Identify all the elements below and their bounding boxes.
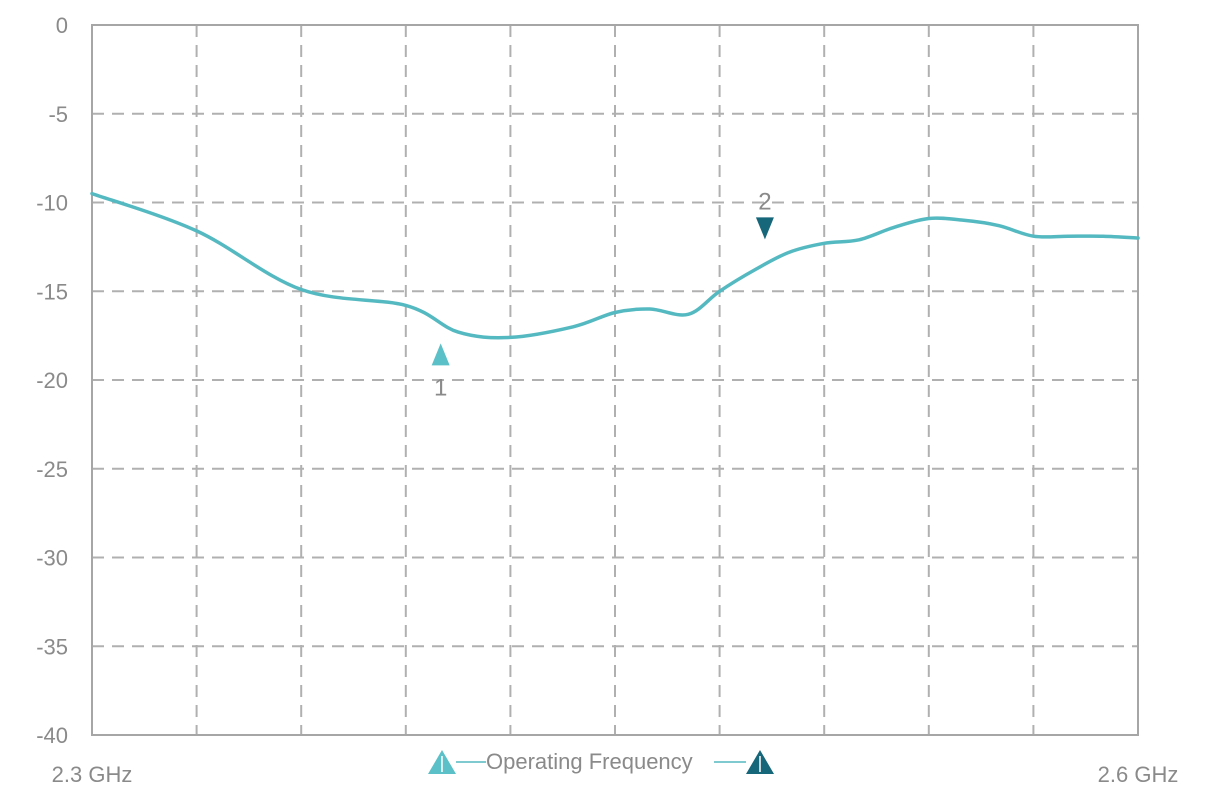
- series-group: [90, 191, 1140, 340]
- x-end-label: 2.6 GHz: [1098, 762, 1179, 786]
- y-tick-label: -10: [36, 191, 68, 216]
- marker-triangle-icon: [755, 217, 774, 240]
- y-tick-label: -15: [36, 279, 68, 304]
- y-tick-label: -25: [36, 457, 68, 482]
- y-tick-label: 0: [56, 13, 68, 38]
- plot-frame: [91, 24, 1139, 736]
- grid-lines: [92, 25, 1138, 735]
- legend: Operating Frequency: [428, 749, 774, 774]
- markers: 12: [431, 188, 774, 401]
- y-tick-label: -5: [48, 102, 68, 127]
- x-start-label: 2.3 GHz: [52, 762, 133, 786]
- marker-2: 2: [755, 188, 774, 240]
- marker-label: 1: [434, 374, 447, 401]
- y-tick-label: -20: [36, 368, 68, 393]
- marker-label: 2: [758, 188, 771, 215]
- y-tick-label: -35: [36, 634, 68, 659]
- y-tick-label: -40: [36, 723, 68, 748]
- marker-1: 1: [431, 343, 450, 401]
- marker-triangle-icon: [431, 343, 450, 366]
- y-axis-tick-labels: 0 -5 -10 -15 -20 -25 -30 -35 -40: [36, 13, 68, 748]
- legend-start-marker-icon: [428, 750, 456, 774]
- series-line: [90, 191, 1140, 340]
- legend-end-marker-icon: [746, 750, 774, 774]
- y-tick-label: -30: [36, 546, 68, 571]
- legend-label: Operating Frequency: [486, 749, 693, 774]
